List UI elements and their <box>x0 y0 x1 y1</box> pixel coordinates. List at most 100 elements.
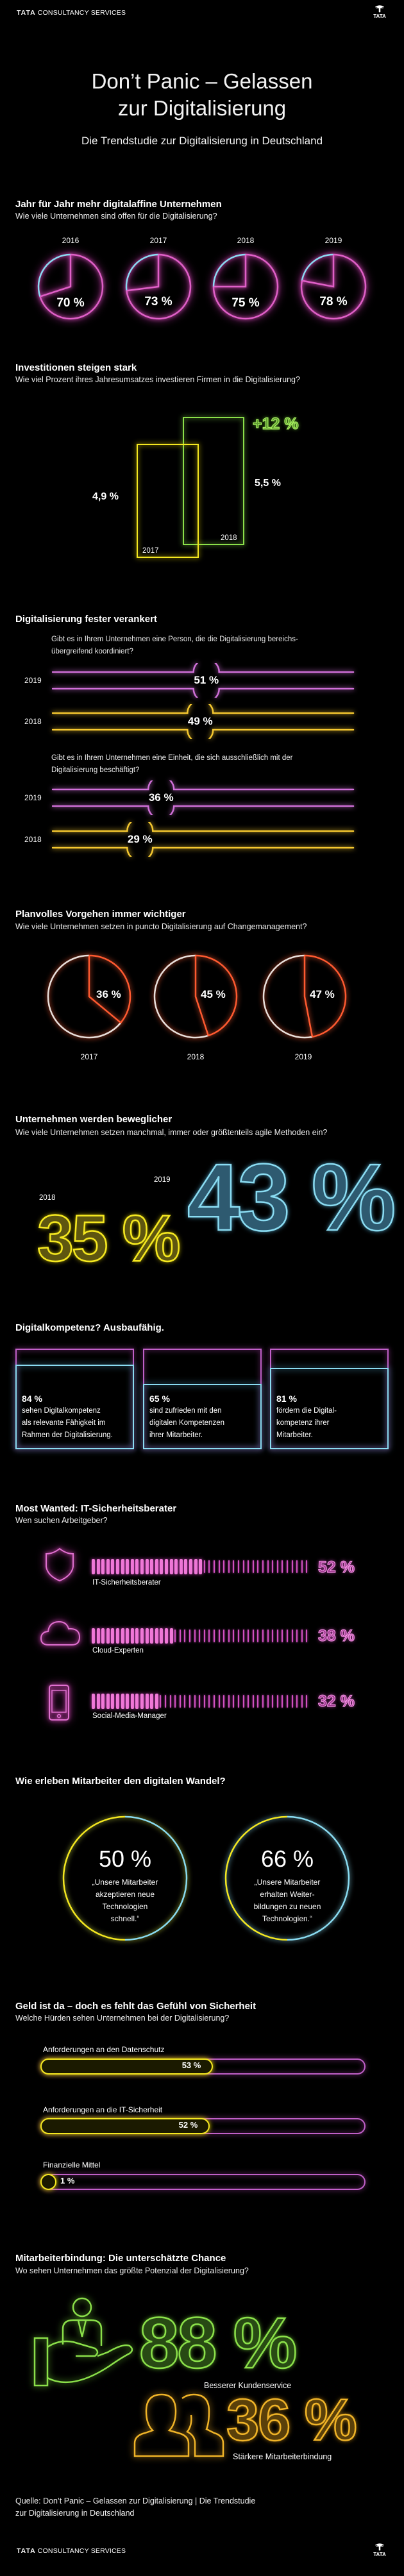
tick-empty <box>233 1629 235 1642</box>
slider-lower-line <box>52 846 355 857</box>
box-line: sind zufrieden mit den <box>149 1407 222 1415</box>
tick-empty <box>184 1695 186 1708</box>
skill-demand-value: 32 % <box>317 1692 355 1710</box>
pie-year: 2019 <box>294 1052 312 1061</box>
tick-filled <box>96 1559 100 1574</box>
tick-empty <box>208 1695 210 1708</box>
tick-empty <box>248 1695 249 1708</box>
competence-box: 81 % fördern die Digital-kompetenz ihrer M… <box>270 1349 389 1449</box>
tick-empty <box>262 1560 264 1573</box>
box-fill <box>270 1367 389 1449</box>
hurdle-fill <box>40 2174 56 2190</box>
pie-year: 2016 <box>62 236 80 245</box>
tick-empty <box>214 1695 215 1708</box>
pie-remainder-arc <box>262 954 313 1039</box>
pie-value-arc <box>300 253 367 320</box>
tick-empty <box>276 1560 278 1573</box>
box-text: 84 % sehen Digitalkompetenz als relevante … <box>22 1393 113 1442</box>
slider-upper-line <box>52 704 355 714</box>
pie-year: 2019 <box>324 236 342 245</box>
tick-empty <box>160 1695 162 1708</box>
box-text: 81 % fördern die Digital-kompetenz ihrer M… <box>276 1393 337 1442</box>
tick-empty <box>218 1695 220 1708</box>
slider-row: 2019 36 % <box>0 780 404 815</box>
slider-track <box>52 822 355 857</box>
quote-line: bildungen zu neuen <box>253 1902 321 1911</box>
ring-yellow-half <box>224 1815 288 1941</box>
section1-heading: Jahr für Jahr mehr digitalaffine Unterne… <box>15 199 222 210</box>
tick-empty <box>165 1695 166 1708</box>
potential-label: Stärkere Mitarbeiterbindung <box>233 2452 332 2461</box>
pie-value-arc <box>195 954 238 1037</box>
box-line: ihrer Mitarbeiter. <box>149 1431 203 1439</box>
tick-filled <box>140 1559 144 1574</box>
tick-filled <box>160 1628 164 1644</box>
tick-empty <box>238 1629 239 1642</box>
tick-filled <box>116 1559 119 1574</box>
tick-empty <box>214 1629 215 1642</box>
tick-filled <box>111 1694 115 1709</box>
section3-heading: Digitalisierung fester verankert <box>15 614 157 625</box>
skill-demand-value: 52 % <box>317 1558 355 1576</box>
agile-year-2019: 2019 <box>154 1176 171 1184</box>
tick-empty <box>238 1560 239 1573</box>
tick-empty <box>296 1695 298 1708</box>
tick-empty <box>194 1629 196 1642</box>
tick-empty <box>267 1695 269 1708</box>
tick-empty <box>272 1629 274 1642</box>
hurdle-fill <box>40 2058 213 2075</box>
cloud-icon <box>40 1621 81 1646</box>
tick-filled <box>160 1559 164 1574</box>
pie-remainder-arc <box>125 253 159 291</box>
tick-empty <box>257 1695 259 1708</box>
tick-empty <box>223 1560 225 1573</box>
tick-empty <box>272 1695 274 1708</box>
source-line2: zur Digitalisierung in Deutschland <box>15 2509 135 2518</box>
tick-empty <box>248 1560 249 1573</box>
box-line: als relevante Fähigkeit im <box>22 1419 106 1427</box>
tick-filled <box>194 1559 198 1574</box>
pie-chart-2017 <box>125 253 192 320</box>
section7-question: Wen suchen Arbeitgeber? <box>15 1516 108 1525</box>
tick-filled <box>130 1628 134 1644</box>
brand-rest: CONSULTANCY SERVICES <box>37 9 126 17</box>
tick-filled <box>135 1628 139 1644</box>
tick-empty <box>276 1629 278 1642</box>
slider-track <box>52 663 355 698</box>
slider-value: 29 % <box>127 833 153 845</box>
tick-empty <box>252 1695 254 1708</box>
quote-line: akzeptieren neue <box>95 1890 155 1899</box>
tick-empty <box>179 1695 181 1708</box>
tick-filled <box>145 1628 149 1644</box>
tick-filled <box>145 1559 149 1574</box>
people-icon <box>133 2393 224 2457</box>
pie-chart-2016 <box>37 253 104 320</box>
tick-filled <box>130 1694 134 1709</box>
slider-track <box>52 780 355 815</box>
change-pie-2019 <box>262 954 347 1039</box>
skill-demand-bar <box>92 1693 313 1710</box>
page-title-line2: zur Digitalisierung <box>117 96 287 120</box>
tick-filled <box>126 1694 130 1709</box>
section10-heading: Mitarbeiterbindung: Die unterschätzte Ch… <box>15 2253 226 2264</box>
pie-remainder-arc <box>212 253 246 287</box>
slider-lower-line <box>52 687 355 698</box>
tick-empty <box>257 1560 259 1573</box>
tick-empty <box>262 1695 264 1708</box>
tick-empty <box>228 1629 230 1642</box>
tick-empty <box>203 1629 205 1642</box>
tick-empty <box>214 1560 215 1573</box>
tick-empty <box>203 1560 205 1573</box>
smartphone-icon <box>49 1685 69 1721</box>
ring-text: 50 % „Unsere Mitarbeiter akzeptieren neu… <box>71 1846 180 1925</box>
pie-slice-edge <box>40 255 72 298</box>
tick-empty <box>272 1560 274 1573</box>
tick-filled <box>121 1559 124 1574</box>
box-line: sehen Digitalkompetenz <box>22 1407 101 1415</box>
tick-filled <box>155 1694 158 1709</box>
bar-value-2017: 4,9 % <box>92 491 119 502</box>
slider-row: 2018 49 % <box>0 704 404 739</box>
ring-value: 66 % <box>260 1846 314 1872</box>
agile-year-2018: 2018 <box>39 1194 56 1202</box>
tick-filled <box>96 1628 100 1644</box>
